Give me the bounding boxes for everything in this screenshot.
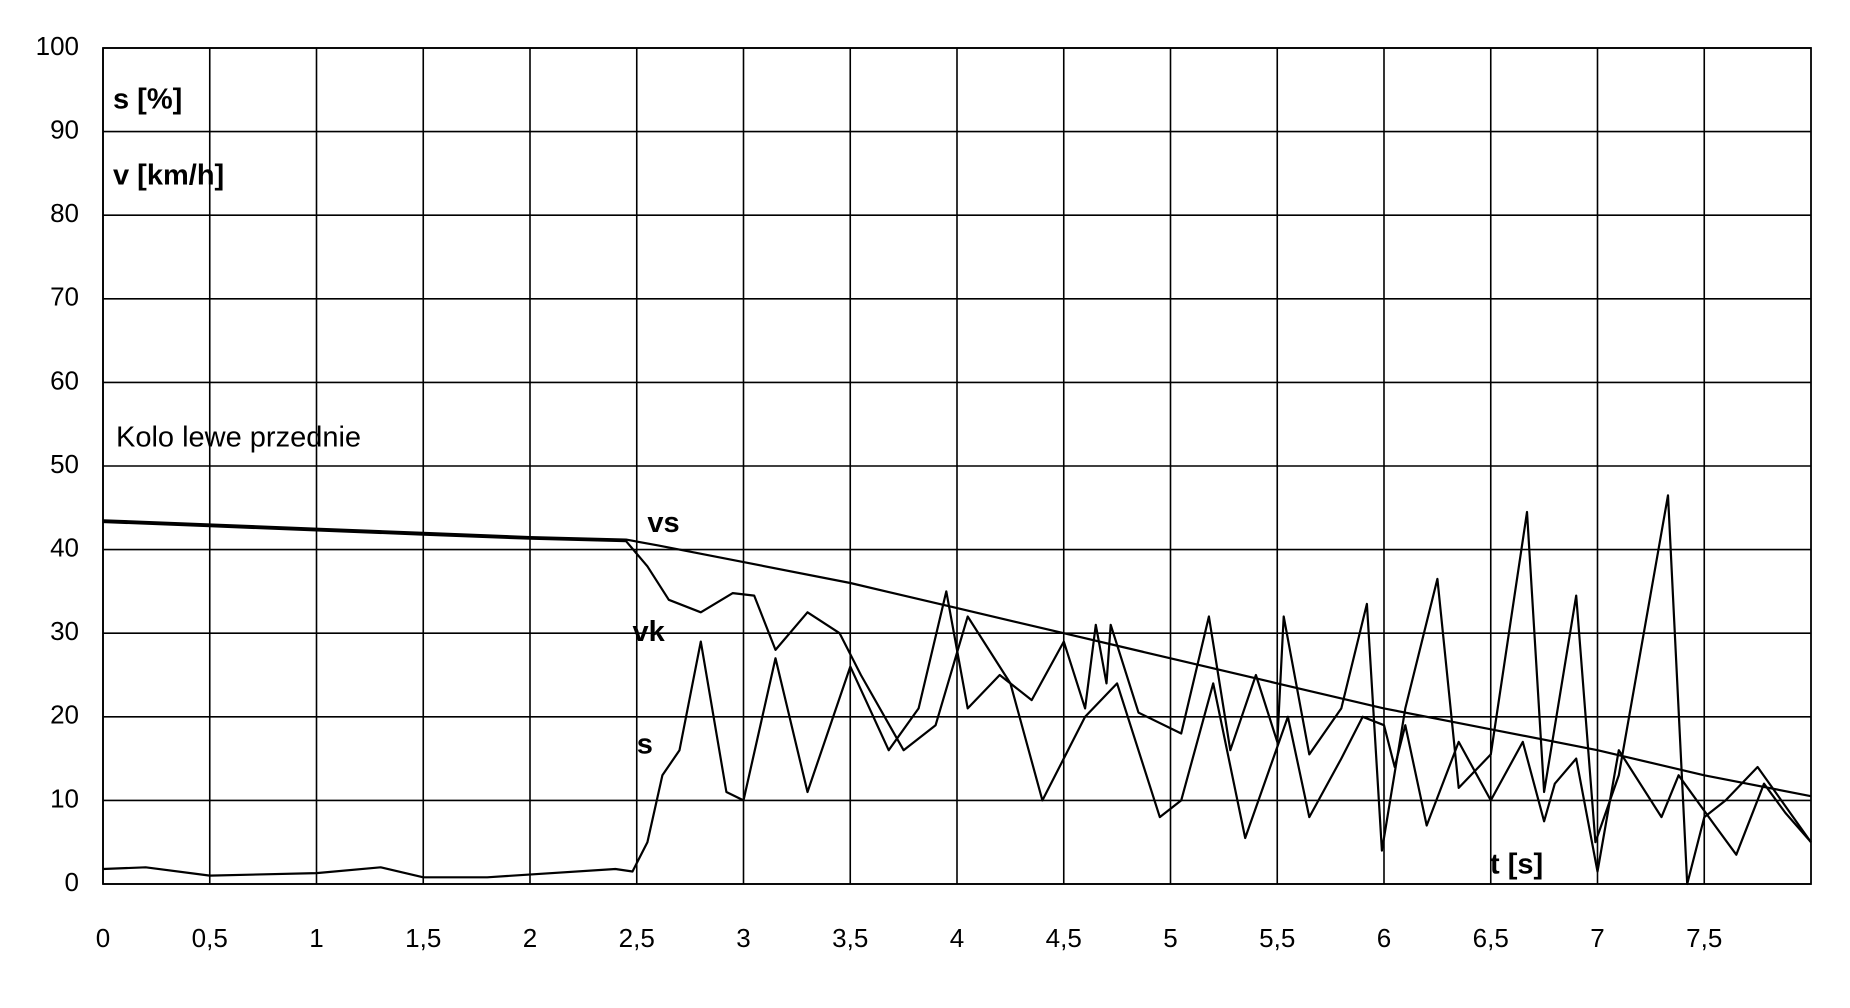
x-tick-label: 7 xyxy=(1590,923,1604,953)
x-tick-label: 4 xyxy=(950,923,964,953)
series-line xyxy=(102,520,1812,873)
x-tick-label: 3 xyxy=(736,923,750,953)
y-tick-label: 0 xyxy=(65,867,79,897)
y-tick-label: 60 xyxy=(50,365,79,395)
plot-frame xyxy=(102,47,1812,885)
y-tick-label: 40 xyxy=(50,532,79,562)
x-tick-label: 3,5 xyxy=(832,923,868,953)
y-tick-label: 50 xyxy=(50,449,79,479)
y-axis-label: s [%] xyxy=(113,84,182,116)
x-tick-label: 0,5 xyxy=(192,923,228,953)
x-tick-label: 2 xyxy=(523,923,537,953)
x-tick-label: 1,5 xyxy=(405,923,441,953)
x-tick-label: 6,5 xyxy=(1473,923,1509,953)
series-label: vs xyxy=(647,507,679,539)
annotation: Kolo lewe przednie xyxy=(116,422,361,454)
y-tick-label: 10 xyxy=(50,783,79,813)
y-tick-label: 30 xyxy=(50,616,79,646)
y-tick-label: 100 xyxy=(36,31,79,61)
series-label: s xyxy=(637,729,653,761)
series-line xyxy=(102,494,1812,886)
x-tick-label: 5 xyxy=(1163,923,1177,953)
series-line xyxy=(102,519,1812,798)
y-tick-label: 70 xyxy=(50,282,79,312)
x-tick-label: 2,5 xyxy=(619,923,655,953)
x-tick-label: 1 xyxy=(309,923,323,953)
x-tick-label: 7,5 xyxy=(1686,923,1722,953)
y-tick-label: 20 xyxy=(50,700,79,730)
x-tick-label: 0 xyxy=(96,923,110,953)
y-axis-label: v [km/h] xyxy=(113,160,224,192)
x-axis-label: t [s] xyxy=(1490,849,1543,881)
x-tick-label: 5,5 xyxy=(1259,923,1295,953)
y-tick-label: 80 xyxy=(50,198,79,228)
x-tick-label: 6 xyxy=(1377,923,1391,953)
series-label: vk xyxy=(632,616,665,648)
y-tick-label: 90 xyxy=(50,114,79,144)
x-tick-label: 4,5 xyxy=(1046,923,1082,953)
